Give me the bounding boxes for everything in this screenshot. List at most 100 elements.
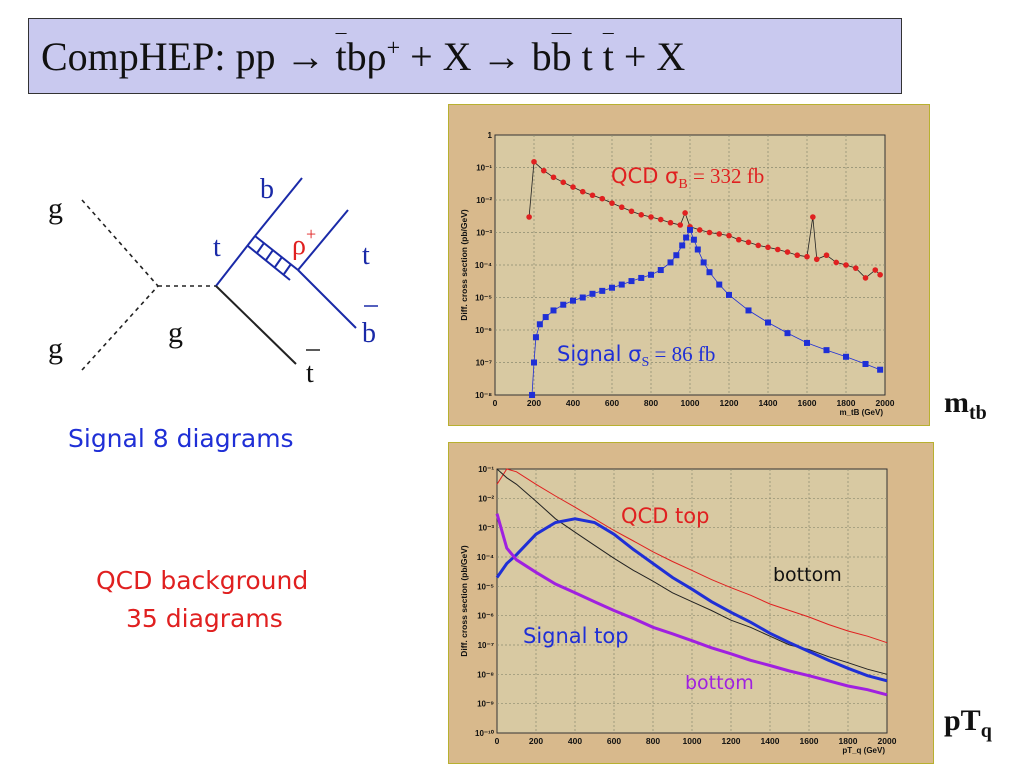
tbar-out-label: t: [306, 358, 314, 389]
data-point: [765, 319, 771, 326]
series-bottom: [496, 468, 888, 675]
y-tick-label: 10⁻¹: [478, 465, 494, 474]
data-point: [599, 195, 606, 202]
y-tick-label: 10⁻⁴: [475, 261, 492, 270]
data-point: [589, 192, 596, 199]
series-qcd: [526, 158, 883, 281]
top-propagator: [215, 235, 256, 287]
data-point: [843, 353, 849, 360]
data-point: [716, 231, 723, 237]
y-axis-label: Diff. cross section (pb/GeV): [459, 545, 469, 657]
data-point: [679, 242, 686, 249]
bottom-qcd-annotation: bottom: [773, 564, 842, 586]
qcd-caption-line2: 35 diagrams: [126, 604, 283, 633]
data-point: [529, 392, 536, 398]
data-point: [536, 321, 543, 328]
data-point: [794, 252, 801, 259]
data-point: [657, 216, 664, 223]
data-point: [531, 359, 537, 366]
y-axis-label: Diff. cross section (pb/GeV): [459, 209, 469, 321]
data-point: [877, 366, 884, 373]
b-label: b: [260, 174, 274, 205]
t-label: t: [213, 232, 221, 263]
y-tick-label: 10⁻¹⁰: [475, 729, 495, 738]
bbar-out-label-group: b: [362, 305, 378, 349]
qcd-caption-line1: QCD background: [96, 566, 309, 595]
y-tick-label: 10⁻²: [476, 196, 492, 205]
data-point: [804, 253, 810, 260]
data-point: [716, 281, 723, 288]
g-label-in2: g: [48, 332, 63, 365]
data-point: [667, 219, 674, 226]
mtb-label: mtb: [944, 386, 987, 424]
y-tick-label: 10⁻⁹: [477, 700, 494, 709]
data-point: [550, 174, 557, 181]
data-point: [694, 246, 701, 253]
data-point: [735, 236, 742, 243]
data-point: [877, 271, 883, 278]
title-plus-x2: + X: [613, 34, 686, 79]
data-point: [706, 269, 713, 276]
rho-ladder: [256, 242, 292, 275]
title-t: t: [571, 34, 603, 79]
x-tick-label: 1200: [720, 398, 739, 408]
data-point: [579, 188, 586, 195]
series-line: [496, 468, 888, 644]
x-tick-label: 1400: [759, 398, 778, 408]
data-point: [628, 208, 635, 215]
tbar-out-line: [215, 285, 297, 365]
data-point: [657, 267, 664, 274]
ptq-plot: 0 200 400 600 800 1000 1200 1400 1600 1800 2000 10⁻…: [459, 465, 897, 755]
y-tick-label: 10⁻⁴: [477, 553, 494, 562]
x-tick-label: 400: [566, 398, 580, 408]
y-tick-label: 10⁻³: [476, 229, 492, 238]
qcd-annotation: QCD σB = 332 fb: [611, 164, 764, 192]
data-point: [810, 214, 816, 220]
bbar-out-line: [297, 269, 357, 329]
x-tick-label: 1600: [798, 398, 817, 408]
y-tick-label: 10⁻⁸: [477, 670, 494, 679]
data-point: [542, 314, 549, 321]
mtb-plot: 0 200 400 600 800 1000 1200 1400 1600 1800 2000 10⁻…: [459, 131, 895, 417]
series-line: [528, 160, 881, 279]
title-tbar: t: [335, 34, 347, 79]
data-point: [599, 287, 606, 294]
x-tick-label: 600: [605, 398, 619, 408]
t-out-label: t: [362, 240, 370, 271]
data-point: [804, 339, 810, 346]
title-box: CompHEP: pp → tbρ+ + X → bb t t + X: [28, 18, 902, 94]
data-point: [700, 259, 707, 266]
data-point: [696, 227, 703, 233]
data-point: [843, 262, 849, 268]
data-point: [765, 244, 771, 251]
data-point: [648, 271, 654, 278]
x-tick-label: 200: [529, 736, 543, 746]
y-tick-label: 10⁻¹: [476, 164, 492, 173]
y-tick-label: 10⁻³: [478, 524, 494, 533]
series-qcd-top: [496, 468, 888, 644]
signal-top-annotation: Signal top: [523, 624, 629, 648]
data-point: [560, 301, 567, 308]
data-point: [833, 259, 840, 266]
data-point: [609, 200, 615, 206]
series-signal: [529, 226, 884, 398]
data-point: [579, 294, 586, 301]
bbar-out-label: b: [362, 318, 376, 349]
data-point: [609, 284, 615, 291]
title-rho-charge: +: [386, 35, 401, 62]
y-tick-label: 10⁻⁷: [476, 359, 492, 368]
y-tick-label: 10⁻⁶: [477, 612, 494, 621]
y-tick-label: 1: [488, 131, 493, 140]
data-point: [589, 290, 596, 297]
data-point: [531, 158, 537, 165]
data-point: [638, 274, 645, 281]
x-tick-label: 1000: [681, 398, 700, 408]
title-tbar2: t: [602, 34, 614, 79]
data-point: [618, 204, 625, 211]
x-tick-label: 1800: [839, 736, 858, 746]
y-tick-label: 10⁻²: [478, 494, 494, 503]
data-point: [862, 275, 869, 281]
y-tick-label: 10⁻⁶: [475, 326, 492, 335]
data-point: [682, 210, 688, 216]
x-tick-label: 600: [607, 736, 621, 746]
